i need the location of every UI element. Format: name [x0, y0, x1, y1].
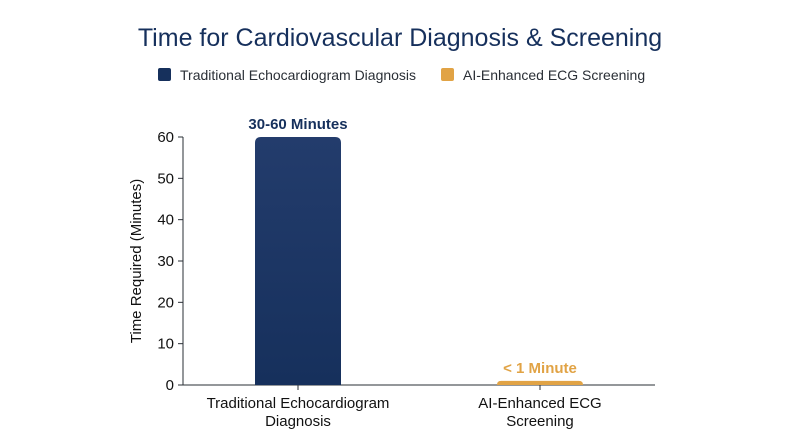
bar-2 [497, 380, 583, 385]
x-category-label-2: AI-Enhanced ECG Screening [478, 395, 601, 430]
data-labels: 30-60 Minutes < 1 Minute [248, 116, 576, 377]
data-label-1: 30-60 Minutes [248, 116, 347, 133]
legend: Traditional Echocardiogram Diagnosis AI-E… [158, 67, 645, 83]
x-category-label-1: Traditional Echocardiogram Diagnosis [207, 395, 390, 430]
axes: 0 10 20 30 40 50 60 Time Required (Minutes) Trad… [128, 129, 655, 430]
y-tick-label-60: 60 [157, 129, 174, 146]
y-axis-label: Time Required (Minutes) [128, 179, 145, 344]
data-label-2: < 1 Minute [503, 360, 577, 377]
y-tick-label-10: 10 [157, 336, 174, 353]
legend-label-1: Traditional Echocardiogram Diagnosis [180, 67, 416, 83]
legend-label-2: AI-Enhanced ECG Screening [463, 67, 645, 83]
bars [255, 137, 583, 385]
chart-title: Time for Cardiovascular Diagnosis & Scre… [138, 24, 662, 52]
bar-1 [255, 137, 341, 385]
legend-swatch-2 [441, 68, 454, 81]
y-tick-label-20: 20 [157, 294, 174, 311]
y-tick-label-40: 40 [157, 212, 174, 229]
y-tick-label-30: 30 [157, 253, 174, 270]
y-tick-label-50: 50 [157, 170, 174, 187]
legend-swatch-1 [158, 68, 171, 81]
y-tick-label-0: 0 [166, 377, 174, 394]
